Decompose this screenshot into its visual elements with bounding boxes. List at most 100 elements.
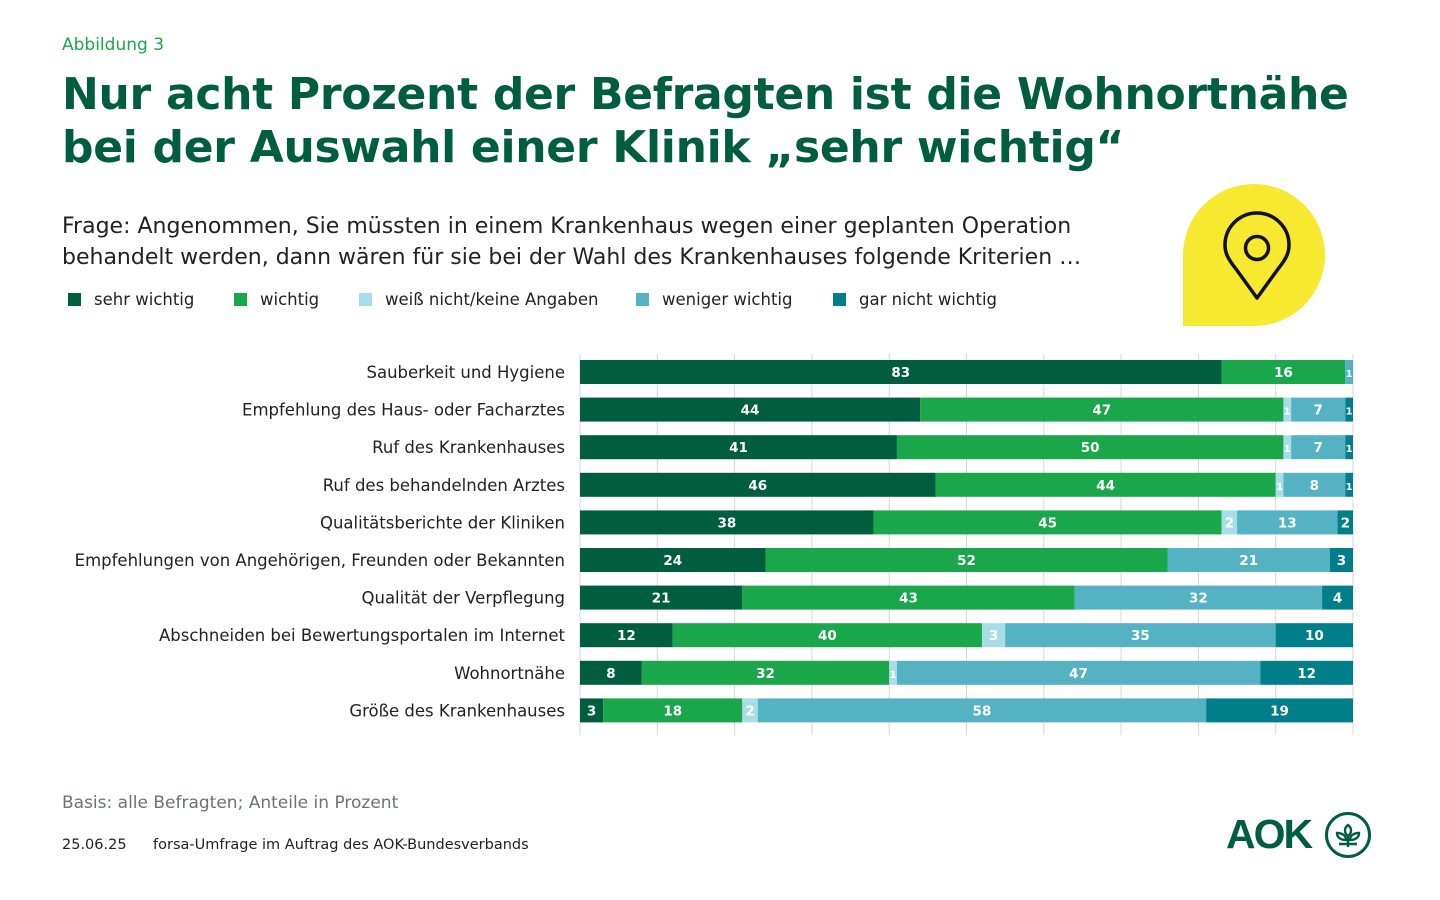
- data-label: 58: [973, 703, 992, 719]
- bar-weniger-wichtig: [1237, 510, 1338, 535]
- data-label: 45: [1038, 515, 1057, 531]
- bar-wichtig: [935, 472, 1276, 497]
- legend-label: weniger wichtig: [662, 290, 793, 309]
- aok-tree-icon: [1325, 812, 1371, 858]
- data-label: 16: [1274, 365, 1293, 381]
- bar-wichtig: [1221, 360, 1346, 384]
- bar-sehr-wichtig: [580, 548, 766, 572]
- location-pin-badge: [1183, 184, 1325, 326]
- headline-line-2: bei der Auswahl einer Klinik „sehr wicht…: [62, 122, 1125, 173]
- legend-swatch: [234, 293, 247, 306]
- legend-swatch: [68, 293, 81, 306]
- data-label: 2: [1341, 515, 1350, 531]
- bar-wichtig: [765, 548, 1168, 572]
- publication-date: 25.06.25: [62, 837, 127, 853]
- data-label: 21: [652, 591, 671, 607]
- legend-label: sehr wichtig: [94, 290, 195, 309]
- bar-weniger-wichtig: [1005, 623, 1276, 648]
- aok-logo-text: AOK: [1226, 811, 1313, 857]
- figure-label: Abbildung 3: [62, 35, 165, 55]
- data-label: 32: [1189, 591, 1208, 607]
- data-label: 47: [1069, 666, 1088, 682]
- data-label: 21: [1239, 553, 1258, 569]
- bar-weniger-wichtig: [1074, 585, 1323, 610]
- data-label: 38: [717, 515, 736, 531]
- bar-gar-nicht-wichtig: [1322, 585, 1353, 610]
- bar-sehr-wichtig: [580, 510, 874, 535]
- data-label: 13: [1278, 515, 1297, 531]
- bar-weniger-wichtig: [757, 698, 1207, 723]
- data-label: 50: [1081, 440, 1100, 456]
- data-label: 12: [1297, 666, 1316, 682]
- data-label: 47: [1092, 403, 1111, 419]
- bar-wichtig: [742, 585, 1075, 610]
- category-label: Wohnortnähe: [454, 664, 565, 683]
- survey-source: forsa-Umfrage im Auftrag des AOK-Bundesv…: [153, 837, 529, 853]
- data-label: 1: [1346, 444, 1353, 455]
- data-label: 44: [741, 403, 760, 419]
- data-label: 12: [617, 628, 636, 644]
- survey-question: Frage: Angenommen, Sie müssten in einem …: [62, 211, 1172, 273]
- data-label: 19: [1270, 703, 1289, 719]
- bar-wichtig: [641, 660, 890, 685]
- data-label: 10: [1305, 628, 1324, 644]
- legend-swatch: [636, 293, 649, 306]
- data-label: 8: [1310, 478, 1319, 494]
- bar-weiss-nicht-keine-angaben: [889, 660, 897, 685]
- data-label: 3: [587, 703, 596, 719]
- category-label: Empfehlung des Haus- oder Facharztes: [242, 401, 565, 420]
- data-label: 1: [1276, 482, 1283, 493]
- aok-logo: AOK: [1226, 808, 1376, 860]
- bar-weniger-wichtig: [1283, 472, 1346, 497]
- bar-sehr-wichtig: [580, 360, 1222, 384]
- bar-sehr-wichtig: [580, 435, 897, 460]
- data-label: 7: [1314, 440, 1323, 456]
- data-label: 40: [818, 628, 837, 644]
- legend-label: weiß nicht/keine Angaben: [385, 290, 599, 309]
- category-label: Qualitätsberichte der Kliniken: [320, 513, 565, 532]
- data-label: 35: [1131, 628, 1150, 644]
- data-label: 8: [606, 666, 615, 682]
- category-label: Ruf des Krankenhauses: [372, 438, 565, 457]
- bar-weiss-nicht-keine-angaben: [742, 698, 758, 723]
- basis-note: Basis: alle Befragten; Anteile in Prozen…: [62, 793, 399, 813]
- bar-weniger-wichtig: [1345, 360, 1353, 384]
- category-label: Abschneiden bei Bewertungsportalen im In…: [159, 626, 566, 645]
- bar-gar-nicht-wichtig: [1345, 472, 1353, 497]
- category-label: Größe des Krankenhauses: [349, 701, 565, 720]
- bar-weiss-nicht-keine-angaben: [1275, 472, 1284, 497]
- bar-wichtig: [920, 397, 1284, 422]
- data-label: 7: [1314, 403, 1323, 419]
- bar-wichtig: [672, 623, 982, 648]
- bar-gar-nicht-wichtig: [1345, 397, 1353, 422]
- location-pin-icon: [1223, 211, 1291, 300]
- bar-gar-nicht-wichtig: [1345, 435, 1353, 460]
- bar-sehr-wichtig: [580, 660, 642, 685]
- bar-weniger-wichtig: [896, 660, 1261, 685]
- data-label: 83: [891, 365, 910, 381]
- bar-gar-nicht-wichtig: [1329, 548, 1353, 572]
- bar-sehr-wichtig: [580, 397, 921, 422]
- question-line-2: behandelt werden, dann wären für sie bei…: [62, 245, 1082, 270]
- bar-weniger-wichtig: [1291, 397, 1346, 422]
- bar-weiss-nicht-keine-angaben: [1283, 397, 1292, 422]
- data-label: 2: [745, 703, 754, 719]
- question-line-1: Frage: Angenommen, Sie müssten in einem …: [62, 214, 1072, 239]
- bar-weniger-wichtig: [1167, 548, 1330, 572]
- data-label: 3: [1337, 553, 1346, 569]
- data-label: 1: [1346, 407, 1353, 418]
- headline-line-1: Nur acht Prozent der Befragten ist die W…: [62, 69, 1349, 120]
- bar-weiss-nicht-keine-angaben: [981, 623, 1006, 648]
- category-label: Sauberkeit und Hygiene: [367, 363, 566, 382]
- bar-sehr-wichtig: [580, 472, 936, 497]
- data-label: 18: [663, 703, 682, 719]
- bar-gar-nicht-wichtig: [1275, 623, 1353, 648]
- bar-weniger-wichtig: [1291, 435, 1346, 460]
- category-label: Empfehlungen von Angehörigen, Freunden o…: [75, 551, 565, 570]
- data-label: 52: [957, 553, 976, 569]
- data-label: 24: [663, 553, 682, 569]
- category-label: Qualität der Verpflegung: [362, 589, 566, 608]
- legend-label: gar nicht wichtig: [859, 290, 998, 309]
- headline: Nur acht Prozent der Befragten ist die W…: [62, 68, 1362, 174]
